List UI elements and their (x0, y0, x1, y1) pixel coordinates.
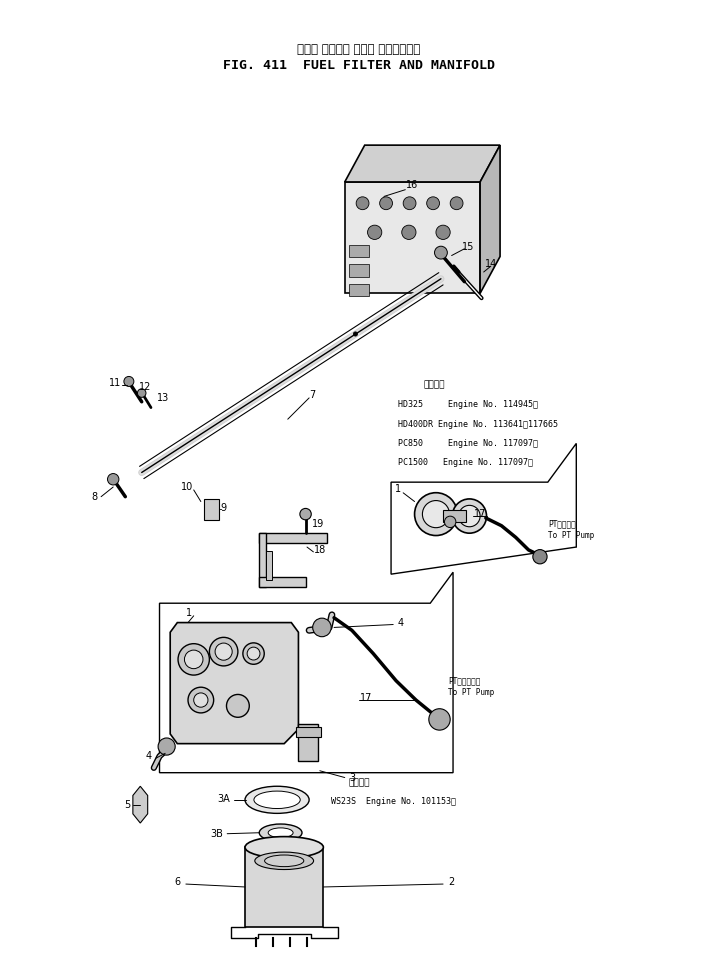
Circle shape (434, 246, 447, 259)
Text: To PT Pump: To PT Pump (448, 688, 494, 696)
Text: 5: 5 (124, 800, 131, 809)
Bar (349, 283, 369, 296)
Bar (259, 577, 306, 586)
Circle shape (188, 688, 214, 713)
Text: 適用影间: 適用影间 (423, 381, 444, 390)
Bar (349, 264, 369, 277)
Bar (266, 551, 272, 580)
Text: 15: 15 (462, 242, 474, 252)
Circle shape (436, 225, 450, 240)
Polygon shape (480, 145, 500, 293)
Circle shape (210, 637, 238, 666)
Bar (345, 182, 480, 293)
Text: 3A: 3A (218, 794, 230, 804)
Text: HD325     Engine No. 114945～: HD325 Engine No. 114945～ (398, 400, 538, 409)
Text: 3B: 3B (210, 829, 223, 839)
Circle shape (402, 225, 416, 240)
Bar (204, 499, 220, 520)
Circle shape (353, 332, 358, 336)
Bar (349, 244, 369, 257)
Text: PTポンプへ: PTポンプへ (548, 519, 576, 528)
Text: 13: 13 (157, 393, 169, 403)
Text: 18: 18 (314, 544, 326, 555)
Circle shape (158, 738, 175, 755)
Text: 4: 4 (146, 751, 152, 762)
Ellipse shape (245, 786, 309, 813)
Text: HD400DR Engine No. 113641～117665: HD400DR Engine No. 113641～117665 (398, 420, 558, 429)
Text: フェル フィルタ および マニホールド: フェル フィルタ および マニホールド (297, 43, 421, 56)
Bar (443, 510, 466, 522)
Circle shape (404, 197, 416, 209)
Circle shape (226, 694, 249, 717)
Circle shape (368, 225, 382, 240)
Circle shape (194, 693, 208, 707)
Ellipse shape (245, 837, 323, 858)
Text: 19: 19 (312, 519, 324, 529)
Text: 7: 7 (309, 390, 316, 400)
Circle shape (108, 473, 119, 485)
Text: 10: 10 (180, 482, 192, 492)
Ellipse shape (265, 855, 304, 867)
Circle shape (380, 197, 393, 209)
Text: 11: 11 (109, 378, 121, 389)
Circle shape (452, 499, 487, 533)
Circle shape (243, 643, 264, 664)
Circle shape (450, 197, 463, 209)
Circle shape (313, 618, 331, 637)
Text: 6: 6 (174, 878, 180, 887)
Text: 14: 14 (485, 259, 497, 269)
Bar (297, 728, 320, 737)
Bar (259, 534, 266, 586)
Text: WS23S  Engine No. 101153～: WS23S Engine No. 101153～ (330, 798, 455, 806)
Text: To PT Pump: To PT Pump (548, 531, 594, 540)
Text: 適用影间: 適用影间 (348, 778, 370, 787)
Circle shape (414, 493, 457, 536)
Text: 12: 12 (139, 382, 151, 393)
Polygon shape (133, 786, 148, 823)
Circle shape (247, 647, 260, 660)
Polygon shape (391, 443, 577, 574)
Ellipse shape (254, 791, 300, 808)
Text: 1: 1 (187, 608, 192, 618)
Text: 17: 17 (360, 693, 373, 703)
Bar (245, 847, 323, 926)
Ellipse shape (259, 824, 302, 842)
Text: 2: 2 (449, 878, 454, 887)
Text: 1: 1 (395, 484, 401, 494)
Circle shape (124, 376, 134, 387)
Text: 16: 16 (406, 180, 419, 190)
Circle shape (429, 709, 450, 730)
Polygon shape (345, 145, 500, 182)
Bar (299, 725, 318, 761)
Bar (259, 534, 327, 543)
Text: 9: 9 (220, 504, 227, 513)
Text: PC850     Engine No. 117097～: PC850 Engine No. 117097～ (398, 439, 538, 448)
Circle shape (300, 508, 312, 520)
Text: 3: 3 (349, 772, 355, 782)
Text: PC1500   Engine No. 117097～: PC1500 Engine No. 117097～ (398, 459, 533, 468)
Ellipse shape (268, 828, 293, 838)
Circle shape (426, 197, 439, 209)
Text: 4: 4 (397, 618, 404, 627)
Text: PTポンプへ～: PTポンプへ～ (448, 676, 480, 685)
Circle shape (444, 516, 456, 528)
Text: 17: 17 (474, 509, 486, 519)
Circle shape (356, 197, 369, 209)
Circle shape (422, 501, 449, 528)
Polygon shape (170, 622, 299, 743)
Polygon shape (159, 572, 453, 772)
Circle shape (533, 549, 547, 564)
Ellipse shape (255, 852, 314, 870)
Circle shape (459, 506, 480, 527)
Circle shape (137, 389, 146, 397)
Text: 8: 8 (91, 492, 97, 502)
Text: FIG. 411  FUEL FILTER AND MANIFOLD: FIG. 411 FUEL FILTER AND MANIFOLD (223, 59, 495, 72)
Circle shape (215, 643, 232, 660)
Circle shape (185, 650, 203, 669)
Circle shape (178, 644, 210, 675)
